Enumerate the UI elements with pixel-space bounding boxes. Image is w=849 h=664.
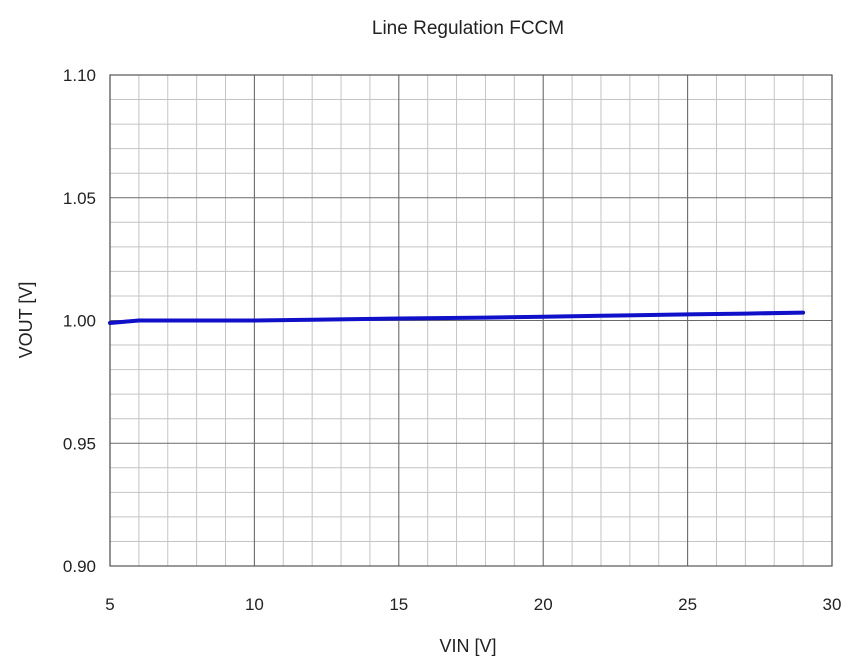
x-tick-label: 15	[389, 595, 408, 614]
x-axis-ticks: 5 10 15 20 25 30	[105, 595, 841, 614]
vout-series-line	[108, 310, 806, 325]
chart-title: Line Regulation FCCM	[372, 18, 564, 39]
y-tick-label: 1.05	[63, 189, 96, 208]
y-tick-label: 0.95	[63, 434, 96, 453]
x-tick-label: 10	[245, 595, 264, 614]
x-axis-title: VIN [V]	[439, 636, 496, 656]
y-tick-label: 1.00	[63, 312, 96, 331]
x-tick-label: 5	[105, 595, 114, 614]
y-tick-label: 0.90	[63, 557, 96, 576]
series-layer	[108, 310, 806, 325]
y-tick-label: 1.10	[63, 66, 96, 85]
plot-area-frame	[109, 74, 833, 567]
x-tick-label: 20	[534, 595, 553, 614]
x-tick-label: 30	[823, 595, 842, 614]
y-axis-title: VOUT [V]	[16, 282, 36, 359]
y-axis-ticks: 0.90 0.95 1.00 1.05 1.10	[63, 66, 96, 576]
x-tick-label: 25	[678, 595, 697, 614]
